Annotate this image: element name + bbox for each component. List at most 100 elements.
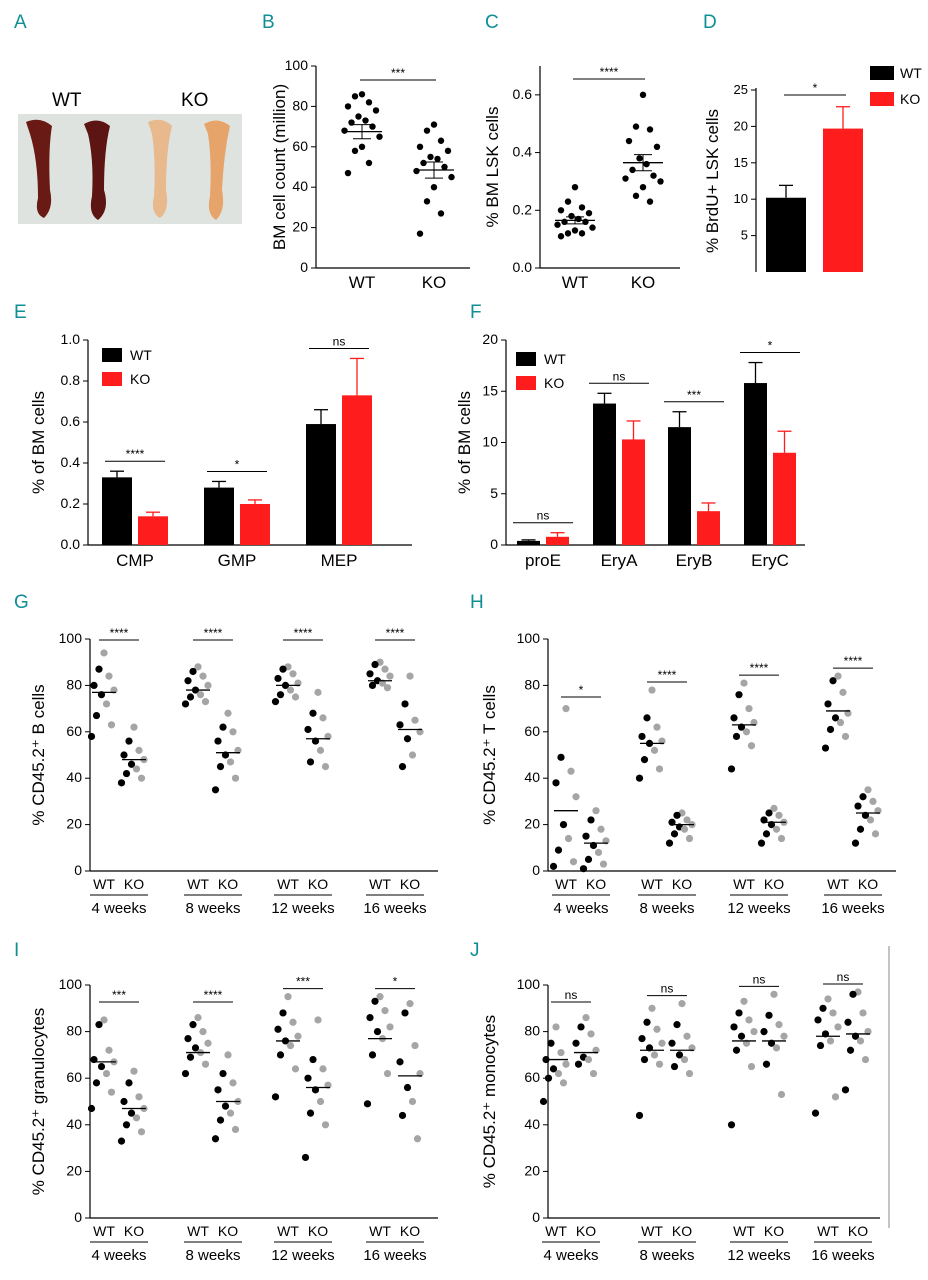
I-point-16-weeks-wt [371, 997, 379, 1005]
I-point-12-weeks-ko [309, 1055, 317, 1064]
B-point-ko [413, 167, 420, 175]
H-point-8-weeks-wt [640, 756, 649, 764]
I-point-4-weeks-wt [100, 1016, 108, 1024]
I-point-8-weeks-ko [224, 1051, 232, 1059]
D-legend-swatch-ko [870, 92, 894, 106]
F-bar-eryb-wt [668, 427, 691, 545]
H-point-8-weeks-ko [665, 839, 674, 847]
J-x-sublabel: WT [641, 1223, 663, 1239]
B-point-wt [344, 169, 352, 177]
I-significance-label: **** [204, 988, 223, 1002]
I-point-16-weeks-wt [373, 1028, 382, 1036]
G-point-4-weeks-wt [100, 649, 108, 657]
G-point-8-weeks-wt [194, 663, 202, 671]
C-point-ko [639, 184, 647, 191]
photo-background [18, 114, 242, 224]
J-point-4-weeks-ko [589, 1069, 598, 1078]
I-x-sublabel: KO [400, 1223, 420, 1239]
I-x-sublabel: WT [369, 1223, 391, 1239]
I-timepoint-label: 4 weeks [91, 1247, 146, 1264]
E-x-label: GMP [218, 551, 257, 570]
H-point-16-weeks-ko [869, 797, 877, 806]
E-bar-gmp-ko [240, 504, 270, 545]
panel-letter-b: B [262, 12, 275, 33]
H-point-4-weeks-wt [559, 821, 568, 829]
F-ytick-label: 20 [482, 331, 498, 347]
H-point-12-weeks-wt [742, 728, 751, 736]
I-point-12-weeks-wt [286, 1041, 295, 1050]
H-x-sublabel: KO [672, 876, 692, 892]
F-ytick-label: 15 [482, 382, 498, 398]
E-ytick-label: 0.8 [61, 372, 81, 388]
E-ytick-label: 0.0 [61, 536, 81, 552]
H-point-16-weeks-wt [829, 677, 837, 685]
H-point-4-weeks-ko [587, 816, 595, 824]
panel-letter-h: H [470, 592, 484, 613]
J-point-4-weeks-wt [547, 1039, 555, 1047]
B-point-wt [372, 107, 380, 114]
H-point-12-weeks-wt [747, 742, 756, 750]
H-point-12-weeks-ko [772, 825, 781, 833]
I-point-4-weeks-ko [137, 1128, 146, 1136]
H-timepoint-label: 4 weeks [553, 900, 608, 917]
H-point-4-weeks-wt [554, 846, 563, 854]
G-point-16-weeks-wt [381, 665, 389, 673]
I-ytick-label: 0 [74, 1209, 82, 1225]
F-bar-eryb-ko [697, 511, 720, 545]
G-y-axis-label: % CD45.2⁺ B cells [29, 684, 48, 825]
I-point-8-weeks-wt [191, 1044, 200, 1052]
J-point-4-weeks-ko [582, 1014, 590, 1022]
H-point-16-weeks-ko [871, 830, 880, 838]
E-x-label: CMP [116, 551, 154, 570]
J-point-8-weeks-wt [658, 1039, 666, 1047]
E-bar-mep-ko [342, 395, 372, 545]
H-point-4-weeks-wt [557, 753, 565, 761]
B-point-ko [423, 198, 431, 205]
B-point-ko [430, 121, 438, 128]
J-ytick-label: 100 [517, 976, 541, 992]
J-point-4-weeks-ko [584, 1055, 593, 1064]
J-point-8-weeks-wt [638, 1034, 646, 1043]
H-point-8-weeks-wt [638, 732, 646, 741]
J-point-4-weeks-wt [559, 1079, 568, 1087]
H-point-12-weeks-wt [732, 732, 741, 741]
G-ytick-label: 100 [59, 630, 83, 646]
B-ytick-label: 80 [292, 97, 308, 113]
I-point-12-weeks-ko [304, 1074, 312, 1082]
I-x-sublabel: WT [93, 1223, 115, 1239]
J-x-sublabel: KO [672, 1223, 692, 1239]
J-point-12-weeks-wt [747, 1062, 756, 1071]
I-point-12-weeks-wt [294, 1032, 302, 1040]
G-point-4-weeks-ko [122, 769, 131, 778]
G-point-4-weeks-wt [105, 672, 113, 680]
J-point-12-weeks-ko [765, 1011, 773, 1019]
H-x-sublabel: WT [733, 876, 755, 892]
B-point-ko [437, 210, 445, 217]
D-ytick-label: 10 [734, 191, 748, 206]
bone-ko-1 [148, 119, 172, 218]
G-ytick-label: 0 [74, 862, 82, 878]
H-timepoint-label: 16 weeks [821, 900, 884, 917]
B-x-label: KO [422, 273, 447, 292]
B-x-label: WT [349, 273, 375, 292]
I-point-16-weeks-ko [398, 1111, 407, 1120]
B-point-ko [444, 147, 452, 155]
B-point-wt [341, 127, 348, 134]
C-ytick-label: 0.0 [513, 259, 533, 275]
J-point-12-weeks-ko [760, 1028, 768, 1036]
I-point-8-weeks-wt [204, 1039, 212, 1047]
C-point-ko [646, 198, 654, 205]
G-point-12-weeks-ko [316, 746, 325, 754]
H-point-16-weeks-ko [856, 825, 865, 833]
J-timepoint-label: 8 weeks [639, 1247, 694, 1264]
J-point-8-weeks-ko [685, 1069, 694, 1078]
I-significance-label: *** [296, 975, 310, 989]
J-point-16-weeks-ko [856, 1037, 865, 1045]
H-point-12-weeks-ko [770, 804, 778, 812]
G-point-4-weeks-wt [92, 711, 101, 720]
I-point-4-weeks-wt [102, 1069, 111, 1078]
G-point-12-weeks-wt [289, 670, 297, 678]
panel-letter-e: E [14, 302, 27, 323]
D-ytick-label: 15 [734, 155, 748, 170]
